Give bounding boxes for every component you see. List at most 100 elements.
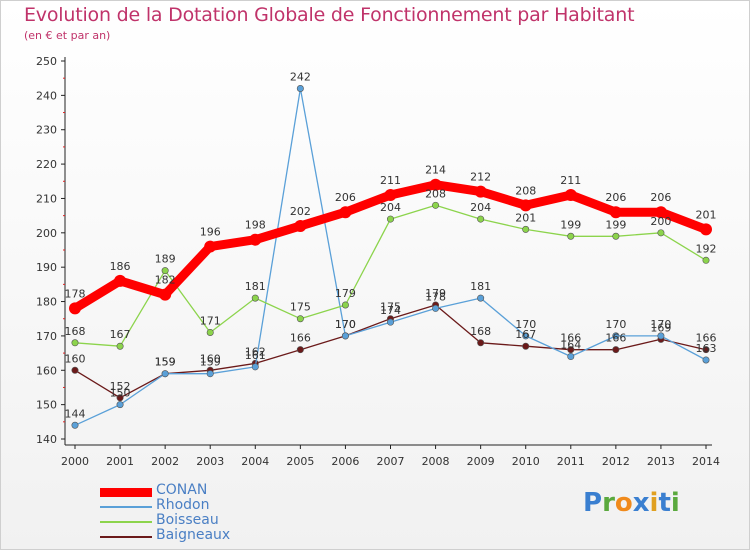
data-label: 201 — [696, 208, 717, 221]
logo-letter: x — [632, 488, 650, 518]
data-label: 164 — [560, 339, 581, 352]
data-point — [702, 256, 710, 264]
data-point — [612, 332, 620, 340]
data-label: 152 — [110, 380, 131, 393]
data-point — [432, 201, 440, 209]
data-point — [386, 215, 394, 223]
x-tick-label: 2007 — [377, 455, 405, 468]
logo-letter: P — [583, 488, 603, 518]
data-label: 201 — [515, 211, 536, 224]
data-label: 159 — [155, 356, 176, 369]
data-label: 174 — [380, 304, 401, 317]
data-label: 167 — [515, 328, 536, 341]
data-label: 202 — [290, 205, 311, 218]
legend-label: Boisseau — [156, 512, 219, 528]
data-label: 181 — [470, 280, 491, 293]
data-point — [294, 219, 307, 232]
data-label: 170 — [515, 318, 536, 331]
data-point — [341, 332, 349, 340]
data-label: 161 — [245, 349, 266, 362]
data-label: 163 — [696, 342, 717, 355]
data-label: 144 — [65, 407, 86, 420]
data-label: 175 — [380, 301, 401, 314]
data-label: 162 — [245, 345, 266, 358]
data-label: 199 — [560, 218, 581, 231]
legend-swatch — [100, 506, 152, 508]
series-layer — [69, 84, 712, 429]
data-label: 159 — [200, 356, 221, 369]
chart-subtitle: (en € et par an) — [24, 29, 111, 42]
x-tick-label: 2000 — [61, 455, 89, 468]
data-label: 211 — [560, 174, 581, 187]
y-tick-label: 150 — [36, 399, 57, 412]
data-point — [657, 332, 665, 340]
data-point — [341, 301, 349, 309]
x-tick-label: 2005 — [286, 455, 314, 468]
data-point — [296, 346, 304, 354]
data-label: 170 — [335, 318, 356, 331]
legend-swatch — [100, 521, 152, 523]
data-label: 166 — [560, 332, 581, 345]
data-point — [339, 206, 352, 219]
data-label: 170 — [335, 318, 356, 331]
legend-label: CONAN — [156, 482, 208, 498]
data-label: 171 — [200, 314, 221, 327]
x-tick-label: 2014 — [692, 455, 720, 468]
data-point — [114, 274, 127, 287]
data-point — [429, 178, 442, 191]
data-label: 168 — [65, 325, 86, 338]
logo-letter: i — [649, 488, 659, 518]
data-label: 166 — [696, 332, 717, 345]
data-point — [519, 199, 532, 212]
data-label: 206 — [650, 191, 671, 204]
logo-letter: o — [614, 488, 633, 518]
data-label: 182 — [155, 274, 176, 287]
data-point — [612, 232, 620, 240]
data-point — [161, 370, 169, 378]
data-point — [702, 346, 710, 354]
y-tick-label: 190 — [36, 261, 57, 274]
data-point — [296, 84, 304, 92]
x-tick-label: 2001 — [106, 455, 134, 468]
data-point — [567, 353, 575, 361]
data-label: 167 — [110, 328, 131, 341]
x-tick-label: 2008 — [422, 455, 450, 468]
data-label: 208 — [425, 187, 446, 200]
y-tick-label: 160 — [36, 364, 57, 377]
data-point — [161, 267, 169, 275]
y-tick-label: 140 — [36, 433, 57, 446]
data-point — [477, 215, 485, 223]
data-label: 199 — [605, 218, 626, 231]
data-point — [654, 206, 667, 219]
data-label: 206 — [335, 191, 356, 204]
data-point — [159, 288, 172, 301]
logo-letter: i — [670, 488, 680, 518]
legend-label: Baigneaux — [156, 527, 231, 543]
data-label: 242 — [290, 70, 311, 83]
x-tick-label: 2006 — [331, 455, 359, 468]
data-label: 186 — [110, 260, 131, 273]
data-point — [700, 223, 712, 236]
data-point — [522, 225, 530, 233]
legend-swatch — [100, 536, 152, 538]
data-point — [564, 189, 577, 202]
data-label: 192 — [696, 242, 717, 255]
data-point — [432, 304, 440, 312]
data-point — [609, 206, 622, 219]
data-label: 208 — [515, 184, 536, 197]
data-point — [477, 339, 485, 347]
x-tick-label: 2010 — [512, 455, 540, 468]
data-label: 175 — [290, 301, 311, 314]
x-tick-label: 2013 — [647, 455, 675, 468]
data-point — [206, 370, 214, 378]
y-tick-label: 220 — [36, 158, 57, 171]
y-tick-label: 200 — [36, 227, 57, 240]
data-point — [71, 366, 79, 374]
data-point — [71, 421, 79, 429]
data-point — [116, 401, 124, 409]
data-label: 179 — [335, 287, 356, 300]
data-point — [522, 332, 530, 340]
